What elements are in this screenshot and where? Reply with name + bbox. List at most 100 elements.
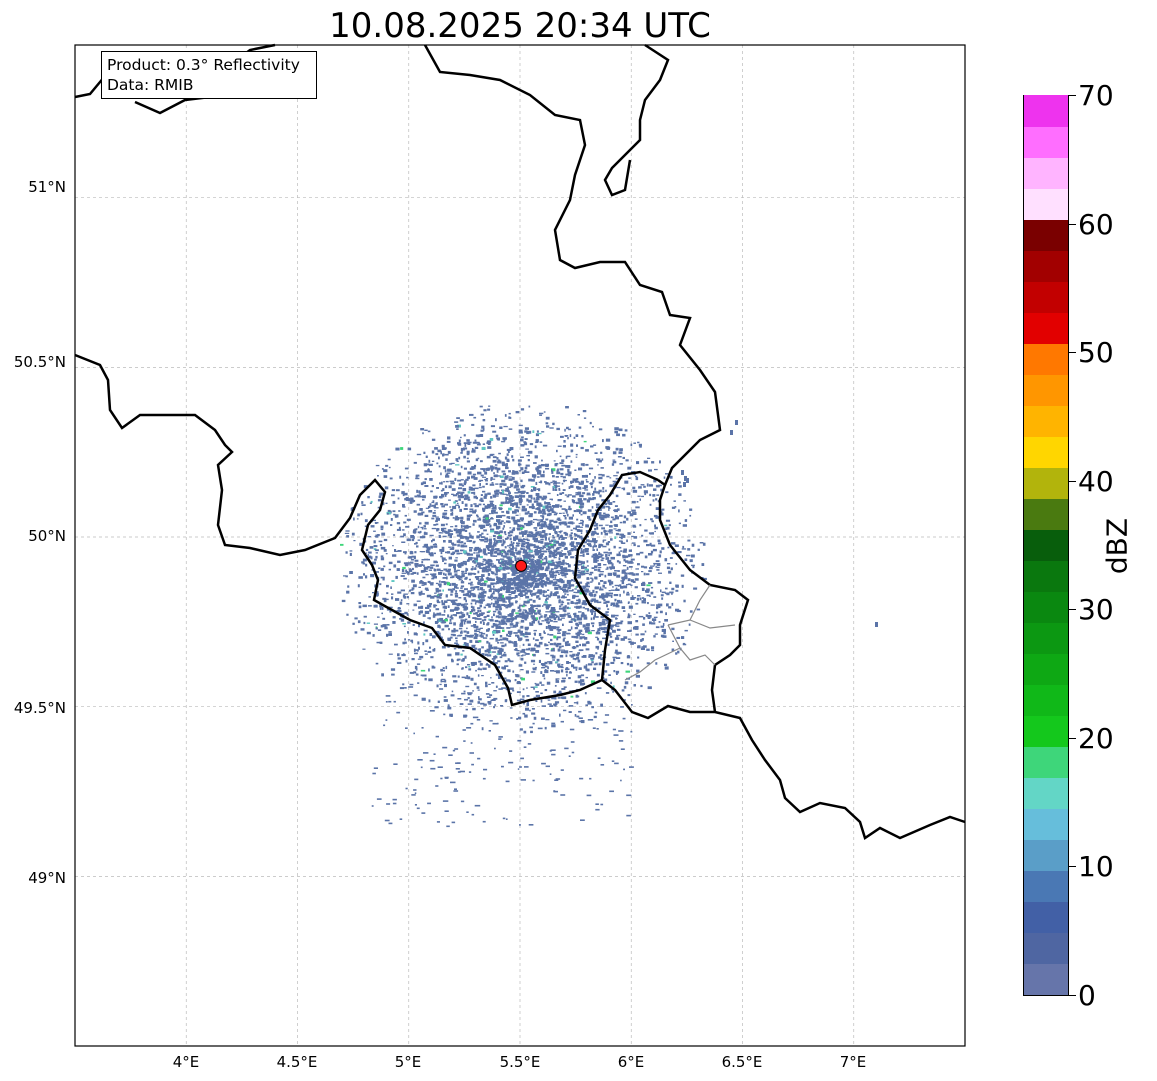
echo-pixel — [502, 601, 507, 603]
echo-pixel — [573, 702, 578, 704]
echo-pixel — [565, 654, 568, 658]
echo-pixel — [587, 509, 592, 512]
echo-pixel — [560, 587, 563, 590]
echo-pixel — [514, 674, 518, 676]
echo-pixel — [358, 602, 362, 605]
echo-pixel — [464, 588, 468, 591]
radar-site-marker — [515, 559, 528, 572]
echo-pixel — [501, 597, 506, 601]
echo-pixel — [475, 600, 479, 603]
echo-pixel — [633, 613, 636, 615]
echo-pixel — [423, 752, 429, 754]
echo-pixel — [531, 671, 536, 673]
echo-pixel — [543, 630, 545, 634]
echo-pixel — [507, 550, 511, 553]
echo-pixel — [480, 587, 484, 591]
echo-pixel — [584, 589, 587, 593]
echo-pixel — [485, 478, 489, 480]
colorbar-segment — [1024, 250, 1068, 282]
echo-pixel — [477, 588, 480, 591]
echo-pixel — [376, 641, 381, 644]
echo-pixel — [551, 469, 553, 472]
echo-pixel — [517, 584, 522, 587]
echo-pixel — [563, 583, 567, 586]
echo-pixel — [421, 511, 425, 514]
echo-pixel — [491, 682, 495, 684]
echo-pixel — [595, 631, 601, 635]
echo-pixel — [515, 504, 518, 509]
echo-pixel — [526, 539, 530, 542]
echo-pixel — [508, 596, 512, 598]
echo-pixel — [501, 615, 506, 618]
echo-pixel — [375, 552, 378, 554]
echo-pixel — [624, 575, 626, 578]
echo-pixel — [507, 669, 511, 673]
echo-pixel — [558, 600, 561, 604]
echo-pixel — [663, 631, 666, 635]
echo-pixel — [597, 459, 602, 463]
echo-pixel — [505, 579, 507, 581]
echo-pixel — [540, 637, 543, 640]
echo-pixel — [514, 502, 519, 506]
echo-pixel — [560, 794, 566, 796]
echo-pixel — [441, 678, 446, 681]
echo-pixel — [410, 592, 415, 595]
echo-pixel — [488, 543, 492, 547]
echo-pixel — [516, 542, 521, 545]
echo-pixel — [421, 812, 426, 814]
echo-pixel — [568, 677, 571, 680]
echo-pixel — [429, 582, 434, 584]
echo-pixel — [560, 769, 564, 771]
echo-pixel — [421, 727, 424, 729]
echo-pixel — [559, 462, 564, 464]
echo-pixel — [437, 449, 442, 453]
echo-pixel — [613, 475, 618, 477]
echo-pixel — [471, 644, 476, 646]
echo-pixel — [432, 543, 437, 546]
echo-pixel — [483, 583, 487, 587]
echo-pixel — [472, 606, 475, 610]
echo-pixel — [532, 562, 535, 565]
echo-pixel — [626, 593, 630, 596]
echo-pixel — [548, 546, 552, 550]
echo-pixel — [451, 575, 455, 578]
echo-pixel — [542, 545, 546, 549]
echo-pixel — [633, 536, 638, 539]
echo-pixel — [375, 571, 379, 573]
colorbar-tick-50: 50 — [1078, 336, 1114, 369]
echo-pixel — [501, 620, 506, 624]
echo-pixel — [470, 677, 474, 681]
echo-pixel — [505, 565, 507, 567]
echo-pixel — [439, 584, 442, 588]
echo-pixel — [651, 461, 655, 464]
echo-pixel — [479, 405, 483, 408]
echo-pixel — [461, 692, 466, 695]
echo-pixel — [443, 581, 447, 584]
echo-pixel — [443, 619, 448, 622]
echo-pixel — [657, 603, 663, 607]
echo-pixel — [590, 599, 594, 603]
echo-pixel — [595, 803, 599, 805]
echo-pixel — [484, 505, 489, 507]
echo-pixel — [455, 637, 458, 640]
echo-pixel — [472, 561, 476, 563]
echo-pixel — [486, 560, 490, 563]
echo-pixel — [591, 706, 594, 709]
echo-pixel — [404, 551, 407, 555]
product-info-box: Product: 0.3° Reflectivity Data: RMIB — [101, 51, 317, 99]
echo-pixel — [428, 553, 433, 555]
echo-pixel — [600, 554, 604, 556]
echo-pixel — [485, 524, 489, 526]
echo-pixel — [390, 668, 396, 671]
echo-pixel — [456, 493, 459, 495]
echo-pixel — [368, 605, 372, 607]
echo-pixel — [490, 545, 495, 548]
echo-pixel — [587, 700, 591, 704]
echo-pixel — [501, 586, 503, 588]
echo-pixel — [562, 638, 565, 642]
echo-pixel — [521, 539, 524, 542]
echo-pixel — [511, 499, 514, 503]
echo-pixel — [596, 728, 599, 730]
echo-pixel — [353, 540, 356, 542]
echo-pixel — [647, 686, 652, 690]
